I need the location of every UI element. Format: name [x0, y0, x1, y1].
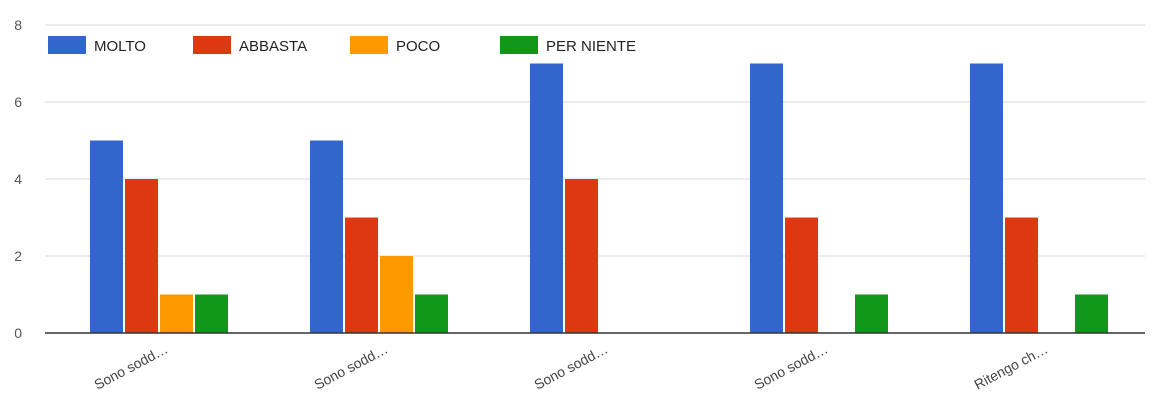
- bar-abbasta-1: [125, 179, 158, 333]
- bar-per-niente-2: [415, 294, 448, 333]
- legend-swatch-poco: [350, 36, 388, 54]
- legend-label: ABBASTA: [239, 38, 307, 55]
- x-category-label: Sono sodd…: [751, 341, 830, 393]
- bar-abbasta-3: [565, 179, 598, 333]
- bar-abbasta-5: [1005, 217, 1038, 333]
- bar-abbasta-2: [345, 217, 378, 333]
- y-tick-label: 4: [14, 171, 22, 187]
- legend-label: POCO: [396, 38, 440, 55]
- bar-abbasta-4: [785, 217, 818, 333]
- legend-swatch-molto: [48, 36, 86, 54]
- bar-molto-1: [90, 140, 123, 333]
- bar-molto-2: [310, 140, 343, 333]
- legend: MOLTO ABBASTA POCO PER NIENTE: [48, 36, 636, 55]
- y-tick-label: 2: [14, 248, 22, 264]
- y-tick-label: 6: [14, 94, 22, 110]
- bar-molto-4: [750, 63, 783, 333]
- bar-per-niente-4: [855, 294, 888, 333]
- x-category-label: Ritengo ch…: [971, 341, 1050, 393]
- y-tick-label: 8: [14, 17, 22, 33]
- legend-label: MOLTO: [94, 38, 146, 55]
- bar-per-niente-5: [1075, 294, 1108, 333]
- legend-swatch-per-niente: [500, 36, 538, 54]
- legend-label: PER NIENTE: [546, 38, 636, 55]
- bar-molto-3: [530, 63, 563, 333]
- bar-per-niente-1: [195, 294, 228, 333]
- bars: [90, 63, 1108, 333]
- bar-poco-2: [380, 256, 413, 333]
- x-category-label: Sono sodd…: [311, 341, 390, 393]
- x-category-label: Sono sodd…: [531, 341, 610, 393]
- bar-molto-5: [970, 63, 1003, 333]
- legend-swatch-abbasta: [193, 36, 231, 54]
- y-tick-label: 0: [14, 325, 22, 341]
- bar-poco-1: [160, 294, 193, 333]
- x-category-label: Sono sodd…: [91, 341, 170, 393]
